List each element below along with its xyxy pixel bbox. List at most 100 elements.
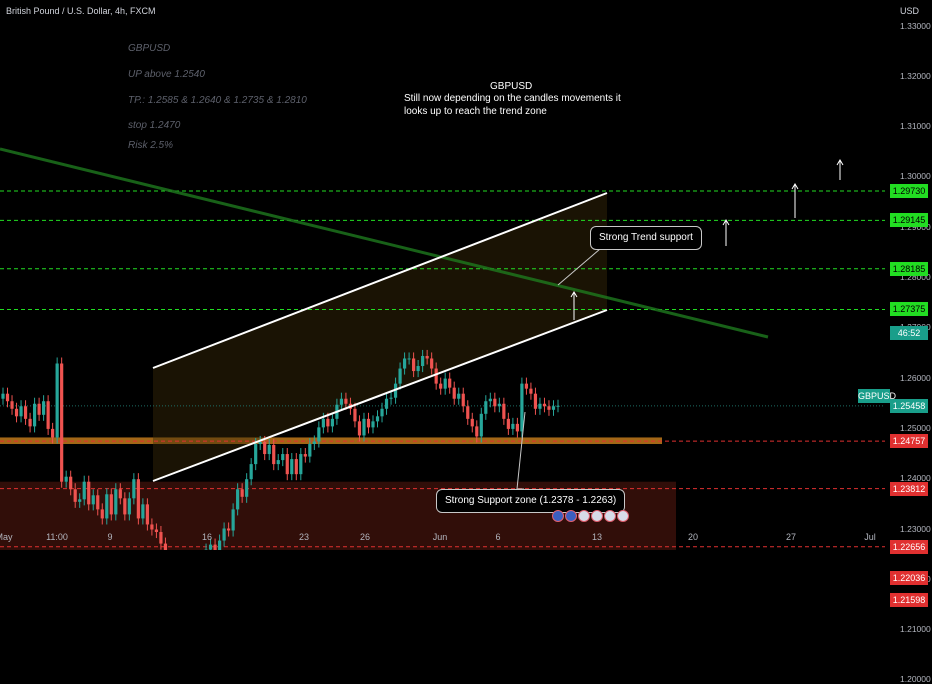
note-risk: Risk 2.5% xyxy=(128,140,173,151)
candle-body xyxy=(358,421,361,435)
candle-body xyxy=(83,482,86,500)
candle-body xyxy=(37,404,40,415)
candle-body xyxy=(525,384,528,389)
candle-body xyxy=(412,358,415,371)
x-tick-label: May xyxy=(0,532,13,542)
candle-body xyxy=(471,419,474,427)
candle-body xyxy=(403,358,406,368)
candle-body xyxy=(367,419,370,428)
candle-body xyxy=(47,401,50,429)
candle-body xyxy=(101,509,104,518)
y-tick-label: 1.21000 xyxy=(900,624,931,634)
price-tag: 1.29730 xyxy=(890,184,928,198)
candle-body xyxy=(322,419,325,428)
candle-body xyxy=(362,419,365,436)
candle-body xyxy=(543,404,546,407)
candle-body xyxy=(96,495,99,509)
annotation-line-2: looks up to reach the trend zone xyxy=(404,106,547,117)
candle-body xyxy=(254,444,257,464)
x-tick-label: 11:00 xyxy=(46,532,68,542)
candle-body xyxy=(164,544,167,550)
trend-support-callout[interactable]: Strong Trend support xyxy=(590,226,702,250)
candle-body xyxy=(1,394,4,399)
us-flag-icon[interactable] xyxy=(552,510,564,522)
candle-body xyxy=(538,404,541,409)
candle-body xyxy=(6,394,9,402)
candle-body xyxy=(268,445,271,454)
candle-body xyxy=(42,401,45,415)
y-tick-label: 1.26000 xyxy=(900,373,931,383)
chart-canvas xyxy=(0,0,932,550)
x-tick-label: 13 xyxy=(592,532,602,542)
candle-body xyxy=(119,489,122,498)
candle-body xyxy=(534,394,537,409)
candle-body xyxy=(426,356,429,359)
price-tag: 1.29145 xyxy=(890,213,928,227)
candle-body xyxy=(326,419,329,427)
chart: British Pound / U.S. Dollar, 4h, FXCM US… xyxy=(0,0,932,550)
candle-body xyxy=(69,477,72,490)
candle-body xyxy=(498,404,501,407)
price-tag: GBPUSD xyxy=(858,389,890,403)
candle-body xyxy=(10,401,13,409)
us-flag-icon[interactable] xyxy=(565,510,577,522)
candle-body xyxy=(407,358,410,359)
symbol-title[interactable]: British Pound / U.S. Dollar, 4h, FXCM xyxy=(6,6,156,16)
candle-body xyxy=(299,454,302,474)
x-tick-label: Jul xyxy=(864,532,876,542)
candle-body xyxy=(110,494,113,514)
x-tick-label: 16 xyxy=(202,532,212,542)
candle-body xyxy=(263,442,266,454)
note-symbol: GBPUSD xyxy=(128,43,170,54)
candle-body xyxy=(218,541,221,550)
x-tick-label: 26 xyxy=(360,532,370,542)
price-tag: 1.24757 xyxy=(890,434,928,448)
candle-body xyxy=(520,384,523,432)
candle-body xyxy=(141,504,144,518)
candle-body xyxy=(313,441,316,444)
uk-flag-icon[interactable] xyxy=(604,510,616,522)
price-tag: 1.21598 xyxy=(890,593,928,607)
candle-body xyxy=(155,530,158,533)
candle-body xyxy=(51,429,54,438)
candle-body xyxy=(114,489,117,514)
candle-body xyxy=(227,528,230,530)
candle-body xyxy=(502,404,505,419)
candle-body xyxy=(222,528,225,540)
candle-body xyxy=(159,532,162,544)
x-tick-label: 23 xyxy=(299,532,309,542)
uk-flag-icon[interactable] xyxy=(578,510,590,522)
candle-body xyxy=(33,404,36,427)
candle-body xyxy=(277,460,280,464)
candle-body xyxy=(295,459,298,474)
y-tick-label: 1.20000 xyxy=(900,674,931,684)
candle-body xyxy=(304,454,307,457)
candle-body xyxy=(259,442,262,444)
candle-body xyxy=(371,421,374,427)
y-tick-label: 1.33000 xyxy=(900,21,931,31)
currency-label: USD xyxy=(900,6,919,16)
annotation-line-1: Still now depending on the candles movem… xyxy=(404,93,621,104)
candle-body xyxy=(308,444,311,457)
candle-body xyxy=(353,409,356,422)
note-entry: UP above 1.2540 xyxy=(128,69,205,80)
candle-body xyxy=(398,369,401,384)
candle-body xyxy=(435,369,438,384)
candle-body xyxy=(340,399,343,405)
note-targets: TP.: 1.2585 & 1.2640 & 1.2735 & 1.2810 xyxy=(128,95,307,106)
event-icons xyxy=(552,510,629,522)
uk-flag-icon[interactable] xyxy=(591,510,603,522)
uk-flag-icon[interactable] xyxy=(617,510,629,522)
candle-body xyxy=(105,494,108,518)
candle-body xyxy=(236,489,239,509)
y-tick-label: 1.23000 xyxy=(900,524,931,534)
candle-body xyxy=(317,427,320,441)
price-tag: 1.27375 xyxy=(890,302,928,316)
annotation-title: GBPUSD xyxy=(490,81,532,92)
price-tag: 1.22036 xyxy=(890,571,928,585)
candle-body xyxy=(480,414,483,437)
x-tick-label: 6 xyxy=(495,532,500,542)
candle-body xyxy=(380,409,383,417)
candle-body xyxy=(209,545,212,550)
candle-body xyxy=(78,499,81,502)
